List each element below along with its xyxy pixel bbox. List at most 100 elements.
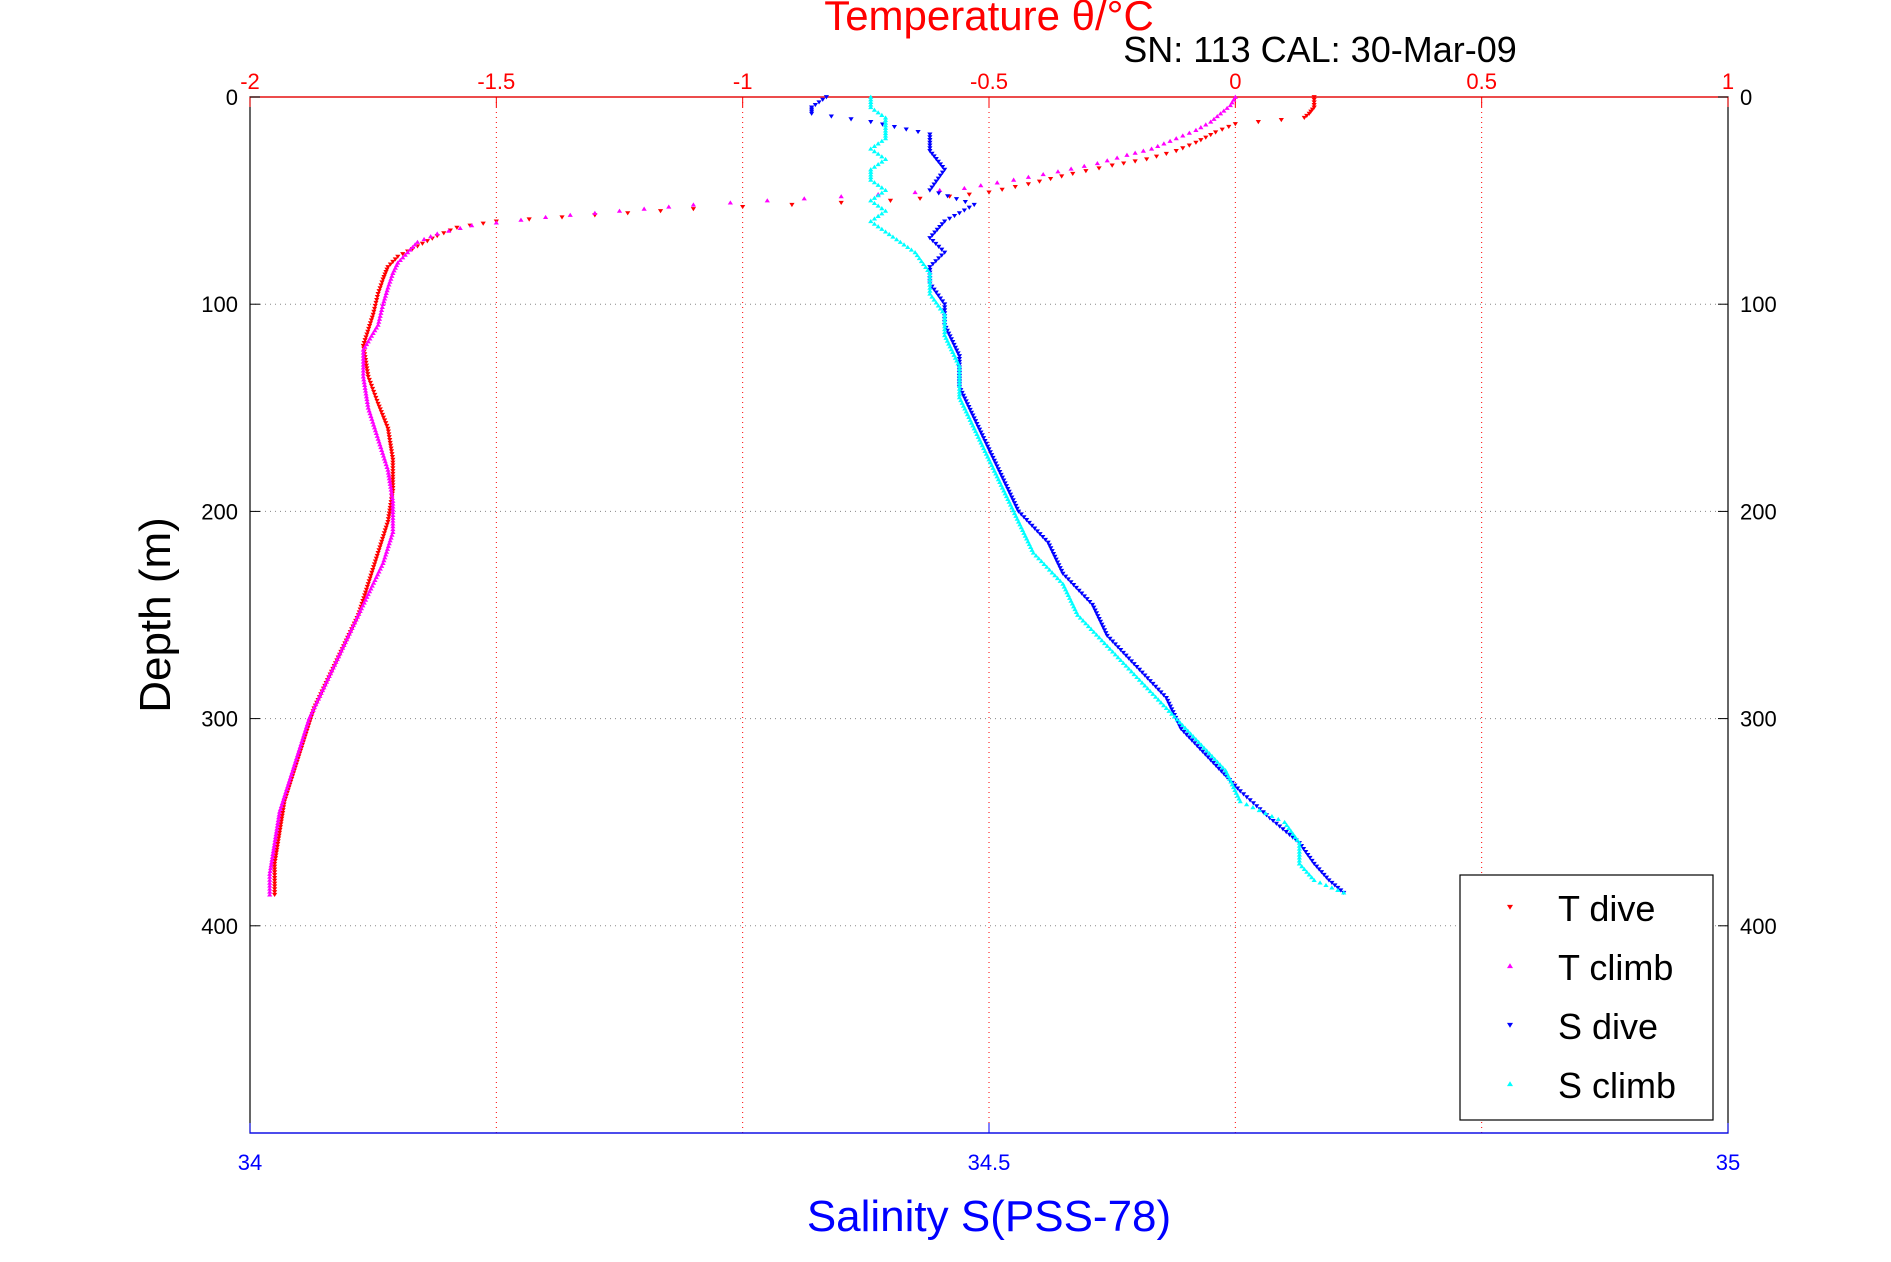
data-point	[381, 456, 387, 461]
data-point	[1196, 739, 1202, 744]
data-point	[271, 846, 277, 851]
data-point	[388, 484, 394, 489]
data-point	[1186, 735, 1192, 740]
data-point	[271, 843, 277, 848]
data-point	[916, 255, 922, 261]
data-point	[1046, 567, 1053, 572]
data-point	[382, 272, 388, 277]
data-point	[937, 173, 944, 178]
data-point	[1011, 177, 1017, 182]
data-point	[372, 392, 378, 398]
data-point	[267, 877, 273, 882]
data-point	[390, 270, 396, 275]
data-point	[976, 427, 983, 432]
data-point	[812, 102, 818, 108]
data-point	[267, 880, 273, 885]
data-point	[979, 433, 985, 438]
data-point	[360, 359, 366, 364]
data-point	[1010, 498, 1016, 503]
data-point	[276, 830, 283, 835]
data-point	[974, 421, 980, 427]
right-tick-label: 400	[1740, 914, 1777, 939]
data-point	[362, 382, 368, 388]
data-point	[1296, 840, 1302, 845]
data-point	[1134, 674, 1140, 679]
data-point	[1208, 132, 1214, 138]
data-point	[1075, 612, 1081, 617]
data-point	[387, 279, 393, 284]
data-point	[1036, 556, 1042, 561]
data-point	[933, 300, 939, 305]
data-point	[954, 348, 960, 353]
data-point	[390, 512, 396, 517]
data-point	[273, 832, 279, 837]
data-point	[374, 398, 380, 404]
data-point	[1002, 481, 1008, 486]
data-point	[275, 842, 281, 847]
axis-ticks: -2 -1.5 -1 -0.5 0 0.5 1 34 34.5 35 0 0 100 100 200 200 3…	[201, 69, 1776, 1175]
data-point	[287, 775, 293, 780]
data-point	[950, 340, 956, 345]
data-point	[285, 784, 291, 789]
data-point	[1041, 561, 1047, 566]
data-point	[372, 303, 378, 309]
data-point	[934, 227, 940, 232]
data-point	[1163, 696, 1169, 701]
data-point	[956, 380, 963, 386]
data-point	[997, 470, 1003, 475]
data-point	[1121, 161, 1127, 166]
data-point	[390, 507, 396, 512]
data-point	[383, 421, 389, 426]
data-point	[1112, 642, 1118, 647]
data-point	[400, 252, 406, 257]
data-point	[1046, 543, 1053, 548]
data-point	[882, 136, 889, 141]
data-point	[1054, 560, 1061, 565]
data-point	[360, 374, 366, 379]
data-point	[1120, 660, 1126, 665]
data-point	[1042, 537, 1049, 542]
data-point	[935, 176, 941, 181]
data-point	[1296, 855, 1302, 860]
data-point	[890, 234, 896, 239]
data-point	[370, 419, 376, 424]
data-point	[1048, 546, 1054, 551]
data-point	[1099, 622, 1105, 627]
data-point	[1211, 116, 1217, 121]
data-point	[371, 306, 378, 311]
data-point	[887, 198, 894, 203]
data-point	[366, 326, 372, 332]
data-point	[371, 562, 378, 567]
data-point	[964, 402, 971, 407]
data-point	[942, 329, 948, 335]
data-point	[1163, 151, 1169, 156]
data-point	[441, 231, 447, 236]
data-point	[279, 813, 285, 818]
data-point	[379, 450, 386, 455]
data-point	[388, 535, 394, 540]
data-point	[1036, 179, 1043, 184]
data-point	[937, 187, 943, 193]
data-point	[1140, 148, 1146, 153]
data-point	[1142, 683, 1148, 688]
data-point	[368, 333, 375, 338]
data-point	[267, 883, 273, 888]
data-point	[912, 189, 918, 195]
data-point	[272, 887, 278, 892]
data-point	[978, 183, 984, 188]
data-point	[939, 309, 946, 314]
data-point	[641, 206, 647, 211]
data-point	[275, 817, 281, 823]
data-point	[412, 242, 418, 247]
data-point	[948, 337, 954, 342]
data-point	[1068, 166, 1074, 171]
data-point	[1173, 136, 1179, 141]
data-point	[939, 253, 945, 258]
data-point	[377, 407, 383, 412]
data-point	[927, 273, 933, 278]
data-point	[280, 810, 286, 816]
data-point	[295, 750, 301, 755]
data-point	[820, 97, 826, 102]
data-point	[382, 293, 389, 298]
data-point	[1065, 577, 1071, 582]
